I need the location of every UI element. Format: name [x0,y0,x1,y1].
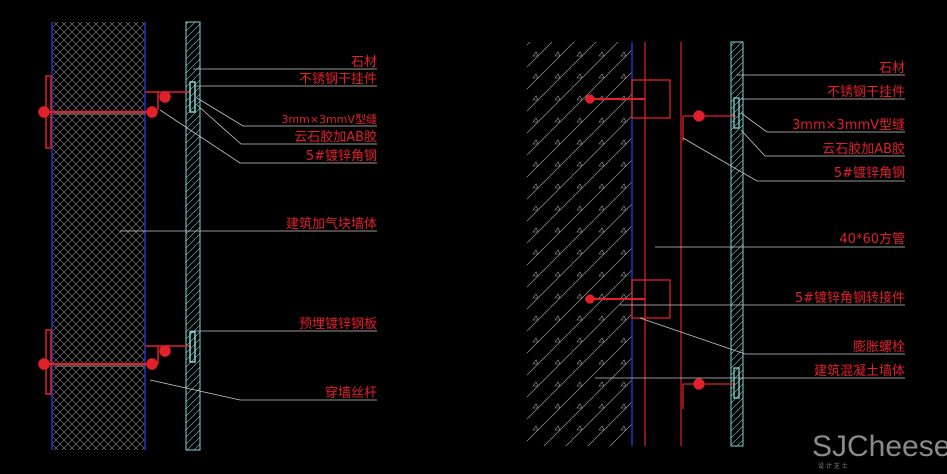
connectors-right [585,79,740,409]
label-glue: 云石胶加AB胶 [294,129,377,145]
label-angle-steel: 5#镀锌角钢 [306,148,377,164]
label-through-rod: 穿墙丝杆 [325,385,377,401]
watermark: SJCheese 设 计 芝 士 [812,430,947,470]
label-block-wall: 建筑加气块墙体 [286,216,377,232]
right-detail: 石材 不锈钢干挂件 3mm×3mmV型缝 云石胶加AB胶 5#镀锌角钢 40*6… [527,41,905,447]
right-labels: 石材 不锈钢干挂件 3mm×3mmV型缝 云石胶加AB胶 5#镀锌角钢 40*6… [792,61,905,379]
label-square-tube: 40*60方管 [839,231,905,247]
label-stone: 石材 [351,55,377,70]
left-leaders [120,68,377,401]
left-labels: 石材 不锈钢干挂件 3mm×3mmV型缝 云石胶加AB胶 5#镀锌角钢 建筑加气… [281,55,377,401]
label-embedded-plate: 预埋镀锌钢板 [299,316,377,332]
left-detail: 石材 不锈钢干挂件 3mm×3mmV型缝 云石胶加AB胶 5#镀锌角钢 建筑加气… [38,21,377,451]
watermark-sub: 设 计 芝 士 [818,462,848,470]
watermark-brand: SJCheese [812,430,947,463]
label-ss-hanger: 不锈钢干挂件 [299,72,377,87]
label-angle-steel-r: 5#镀锌角钢 [834,165,905,181]
anchor-bottom [38,329,196,395]
label-v-joint-r: 3mm×3mmV型缝 [792,118,905,133]
concrete-wall [527,42,632,446]
label-ss-hanger-r: 不锈钢干挂件 [827,85,905,100]
stone-panel-right [730,41,744,447]
aerated-block-wall [52,22,145,450]
label-adapter: 5#镀锌角钢转接件 [795,290,905,306]
label-concrete-wall: 建筑混凝土墙体 [814,363,905,379]
right-leaders [595,74,905,379]
label-glue-r: 云石胶加AB胶 [822,141,905,157]
label-stone-r: 石材 [879,61,905,76]
label-v-joint: 3mm×3mmV型缝 [281,112,377,126]
label-expansion-bolt: 膨胀螺栓 [853,340,905,355]
anchor-top [38,75,196,149]
